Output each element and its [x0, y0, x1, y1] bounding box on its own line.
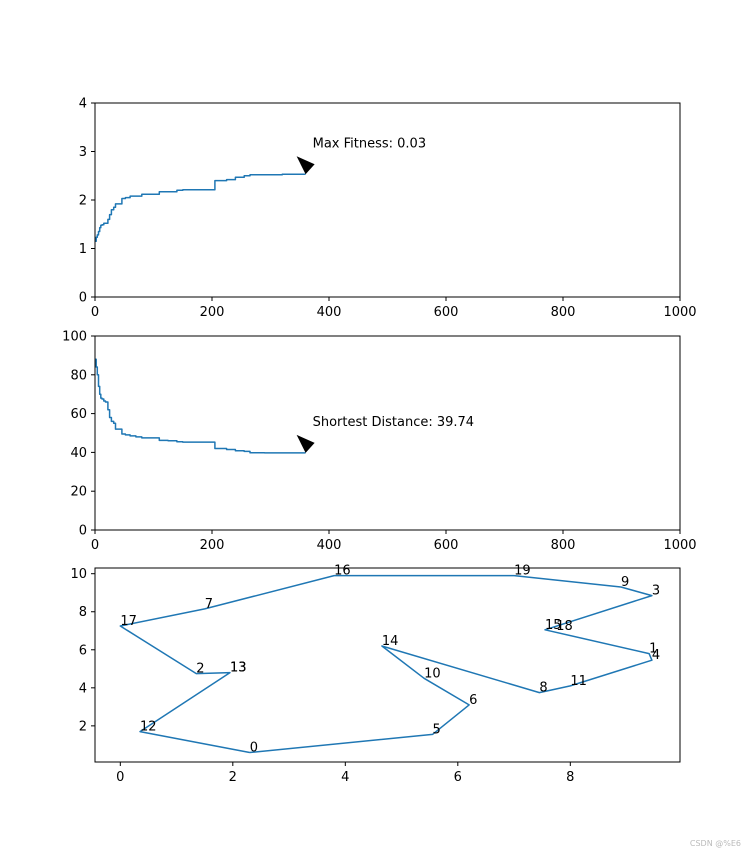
chart-panel-2: 0 200 400 600 800 1000 0 20 40 60 80 100 Shortest Di… [62, 330, 696, 554]
series-line-1 [95, 173, 306, 242]
point-label: 3 [652, 584, 660, 599]
point-label: 2 [196, 662, 204, 677]
y-tick-label: 0 [79, 524, 87, 539]
y-tick-label: 2 [79, 194, 87, 209]
x-tick-label: 0 [116, 770, 124, 785]
y-tick-label: 60 [70, 407, 87, 422]
y-tick-label: 100 [62, 330, 87, 345]
point-label: 9 [621, 575, 629, 590]
annotation-arrow [296, 156, 315, 175]
y-tick-label: 6 [79, 643, 87, 658]
point-label: 12 [140, 720, 157, 735]
x-tick-label: 4 [341, 770, 349, 785]
point-label: 1 [649, 642, 657, 657]
point-label: 14 [382, 634, 399, 649]
y-tick-label: 2 [79, 719, 87, 734]
x-tick-label: 400 [317, 305, 342, 320]
annotation-label: Shortest Distance: 39.74 [313, 415, 474, 430]
x-tick-label: 1000 [663, 538, 696, 553]
series-line-1 [95, 358, 306, 454]
point-label: 4 [652, 648, 660, 663]
x-tick-label: 0 [91, 305, 99, 320]
x-tick-label: 400 [317, 538, 342, 553]
x-tick-label: 8 [566, 770, 574, 785]
point-label: 7 [205, 597, 213, 612]
chart-panel-1: 0 200 400 600 800 1000 0 1 2 3 4 Max Fitness: 0.03 [79, 97, 697, 321]
x-tick-label: 800 [551, 305, 576, 320]
axes-frame [94, 335, 681, 531]
x-tick-label: 1000 [663, 305, 696, 320]
point-label: 17 [120, 614, 137, 629]
x-tick-label: 200 [200, 538, 225, 553]
y-tick-label: 20 [70, 485, 87, 500]
x-tick-label: 6 [454, 770, 462, 785]
axes-frame [94, 102, 681, 298]
x-tick-label: 800 [551, 538, 576, 553]
y-tick-label: 40 [70, 446, 87, 461]
point-label: 6 [469, 693, 477, 708]
x-tick-label: 200 [200, 305, 225, 320]
y-tick-label: 4 [79, 97, 87, 112]
y-tick-label: 10 [70, 567, 87, 582]
point-label: 19 [514, 564, 531, 579]
x-tick-label: 2 [229, 770, 237, 785]
point-label: 11 [570, 674, 587, 689]
y-tick-label: 1 [79, 242, 87, 257]
annotation-arrow [296, 434, 315, 453]
point-label: 16 [334, 564, 351, 579]
point-label: 13 [230, 661, 247, 676]
point-label: 15 [545, 618, 562, 633]
series-line-1 [119, 574, 653, 754]
point-label: 8 [539, 681, 547, 696]
axes-frame [94, 567, 681, 763]
y-tick-label: 3 [79, 145, 87, 160]
x-tick-label: 0 [91, 538, 99, 553]
point-label: 0 [250, 740, 258, 755]
y-tick-label: 0 [79, 291, 87, 306]
x-tick-label: 600 [434, 305, 459, 320]
point-label: 18 [556, 619, 573, 634]
y-tick-label: 4 [79, 681, 87, 696]
y-tick-label: 80 [70, 368, 87, 383]
annotation-label: Max Fitness: 0.03 [313, 136, 427, 151]
watermark: CSDN @%E6 [689, 839, 741, 848]
point-label: 13 [230, 661, 247, 676]
y-tick-label: 8 [79, 605, 87, 620]
point-label: 5 [433, 722, 441, 737]
x-tick-label: 600 [434, 538, 459, 553]
point-label: 10 [424, 666, 441, 681]
